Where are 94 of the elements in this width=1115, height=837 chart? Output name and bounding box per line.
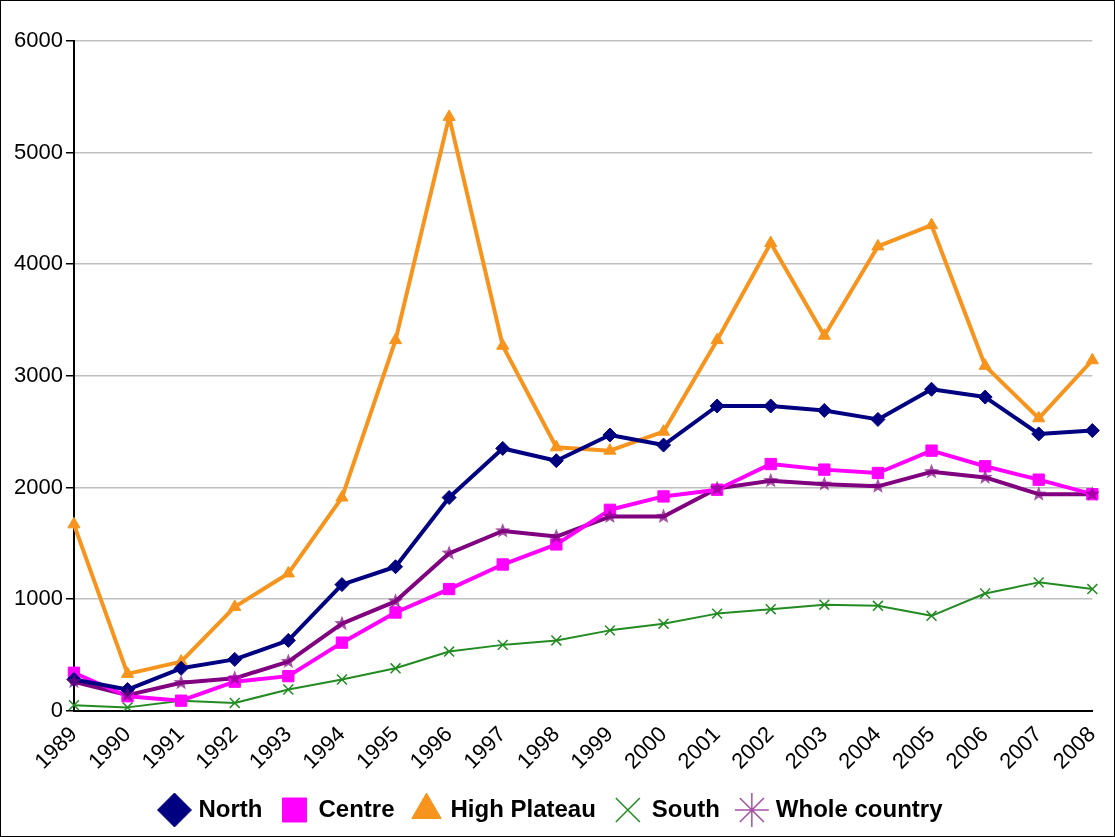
legend-label: North	[198, 794, 263, 822]
legend-label: High Plateau	[450, 794, 596, 822]
y-tick-label: 5000	[13, 138, 63, 164]
point	[978, 358, 992, 370]
point	[1084, 423, 1100, 439]
point	[228, 599, 242, 611]
point	[335, 636, 349, 649]
point	[1032, 473, 1045, 486]
point	[388, 332, 403, 345]
point	[388, 559, 404, 575]
point	[765, 603, 777, 615]
point	[710, 332, 724, 345]
point	[281, 565, 295, 578]
point	[548, 453, 564, 469]
point	[1031, 426, 1047, 442]
point	[656, 424, 671, 436]
point	[280, 653, 296, 669]
point	[227, 670, 243, 685]
point	[387, 593, 404, 608]
point	[228, 675, 241, 688]
point	[1033, 576, 1045, 589]
y-tick-label: 0	[50, 696, 63, 722]
point	[709, 398, 725, 414]
point	[872, 600, 884, 612]
point	[496, 558, 509, 571]
point	[1085, 352, 1099, 365]
point	[121, 701, 134, 711]
point	[443, 645, 455, 658]
point	[497, 639, 509, 651]
y-tick-label: 3000	[13, 361, 63, 387]
point	[763, 472, 779, 488]
point	[818, 463, 831, 476]
point	[657, 617, 670, 630]
point	[120, 682, 136, 698]
point	[227, 651, 243, 667]
point	[442, 109, 456, 121]
point	[120, 666, 135, 678]
point	[1032, 410, 1046, 423]
point	[979, 587, 991, 600]
point	[495, 523, 511, 538]
point	[871, 238, 885, 251]
point	[550, 634, 563, 647]
point	[603, 443, 617, 455]
point	[816, 476, 832, 491]
point	[495, 440, 511, 456]
point	[173, 660, 189, 676]
point	[603, 503, 617, 516]
y-tick-label: 1000	[13, 585, 63, 611]
point	[925, 610, 938, 622]
point	[977, 389, 993, 405]
point	[1086, 583, 1099, 595]
point	[389, 662, 402, 675]
point	[817, 328, 831, 340]
point	[923, 463, 940, 479]
point	[871, 466, 885, 480]
point	[334, 577, 350, 593]
point	[657, 490, 670, 503]
point	[925, 444, 938, 457]
point	[711, 607, 723, 620]
point	[335, 490, 349, 502]
point	[870, 411, 886, 427]
point	[282, 683, 295, 696]
point	[978, 460, 992, 473]
point	[604, 624, 616, 637]
point	[764, 457, 777, 471]
point	[816, 402, 832, 418]
y-tick-label: 4000	[13, 250, 63, 276]
y-tick-label: 2000	[13, 473, 63, 499]
point	[496, 338, 510, 350]
point	[656, 437, 672, 453]
point	[977, 469, 993, 484]
point	[550, 538, 563, 551]
y-tick-label: 6000	[13, 27, 63, 53]
point	[602, 427, 618, 443]
point	[441, 490, 457, 506]
legend-label: South	[651, 794, 720, 822]
point	[764, 235, 778, 248]
point	[280, 632, 296, 648]
point	[442, 582, 456, 596]
point	[655, 508, 672, 523]
point	[602, 508, 618, 523]
point	[336, 673, 348, 686]
legend-label: Whole country	[775, 794, 944, 822]
point	[924, 217, 939, 230]
point	[763, 398, 779, 414]
point	[389, 606, 402, 619]
point	[549, 439, 563, 452]
point	[173, 674, 189, 690]
legend-label: Centre	[318, 794, 395, 822]
point	[282, 669, 295, 683]
point	[924, 381, 940, 397]
point	[67, 516, 81, 529]
point	[818, 598, 831, 611]
point	[229, 697, 241, 709]
